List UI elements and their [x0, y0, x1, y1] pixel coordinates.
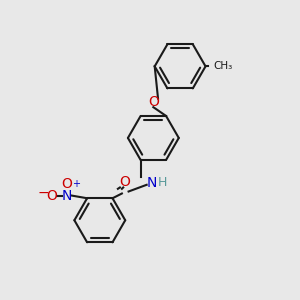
Text: O: O: [119, 175, 130, 189]
Text: +: +: [72, 179, 80, 189]
Text: N: N: [147, 176, 157, 190]
Text: O: O: [61, 176, 73, 190]
Text: H: H: [158, 176, 167, 189]
Text: O: O: [46, 189, 57, 202]
Text: O: O: [148, 95, 159, 109]
Text: N: N: [62, 189, 72, 202]
Text: CH₃: CH₃: [214, 61, 233, 71]
Text: −: −: [38, 186, 50, 200]
